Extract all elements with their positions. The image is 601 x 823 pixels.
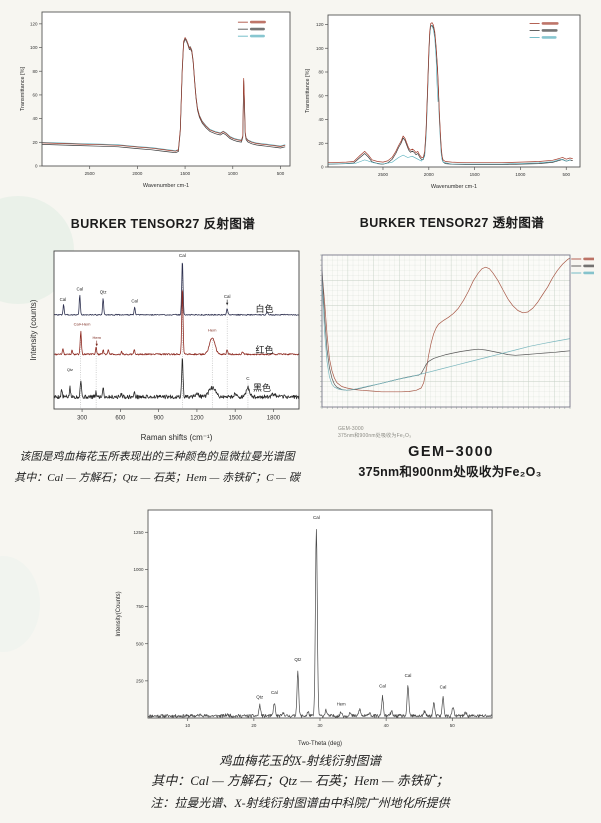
svg-text:1500: 1500 xyxy=(180,171,191,176)
svg-text:40: 40 xyxy=(318,117,324,122)
svg-text:C: C xyxy=(246,376,250,381)
svg-text:500: 500 xyxy=(136,641,144,646)
svg-text:Cal: Cal xyxy=(76,287,83,292)
svg-text:0: 0 xyxy=(321,165,324,170)
svg-text:Cal: Cal xyxy=(131,299,138,304)
svg-text:Wavenumber cm-1: Wavenumber cm-1 xyxy=(431,184,477,190)
svg-text:Wavenumber cm-1: Wavenumber cm-1 xyxy=(143,183,189,189)
svg-text:120: 120 xyxy=(316,22,324,27)
svg-text:Cal: Cal xyxy=(271,690,278,695)
svg-text:250: 250 xyxy=(136,678,144,683)
svg-text:80: 80 xyxy=(318,70,324,75)
svg-text:Transmittance [%]: Transmittance [%] xyxy=(305,68,311,113)
svg-text:Hem: Hem xyxy=(93,335,102,340)
gem3000-uvvis-chart xyxy=(320,254,594,409)
svg-text:2500: 2500 xyxy=(378,172,389,177)
svg-text:Cal: Cal xyxy=(60,297,67,302)
svg-text:20: 20 xyxy=(251,723,257,728)
svg-text:Transmittance [%]: Transmittance [%] xyxy=(20,66,26,111)
svg-text:40: 40 xyxy=(32,116,38,121)
svg-text:2500: 2500 xyxy=(85,171,96,176)
svg-text:2000: 2000 xyxy=(132,171,143,176)
ftir-reflectance-chart: 2500 2000 1500 1000 500 0 20 40 60 80 100 120 Wavenu… xyxy=(20,11,291,189)
svg-text:0: 0 xyxy=(35,164,38,169)
svg-text:Qtz: Qtz xyxy=(100,290,107,295)
ftir-transmission-chart: 2500 2000 1500 1000 500 0 20 40 60 80 100 120 Wavenu… xyxy=(305,14,581,190)
svg-text:Cal: Cal xyxy=(379,684,386,689)
xrd-caption-note: 注：拉曼光谱、X-射线衍射图谱由中科院广州地化所提供 xyxy=(150,796,450,810)
svg-text:Two-Theta (deg): Two-Theta (deg) xyxy=(298,741,342,747)
svg-text:500: 500 xyxy=(562,172,570,177)
svg-text:750: 750 xyxy=(136,604,144,609)
svg-text:Cal: Cal xyxy=(405,673,412,678)
svg-text:120: 120 xyxy=(30,21,38,26)
svg-text:100: 100 xyxy=(316,46,324,51)
raman-caption-line2: 其中：Cal — 方解石；Qtz — 石英；Hem — 赤铁矿；C — 碳 xyxy=(14,472,300,484)
svg-text:Hem: Hem xyxy=(337,701,346,706)
svg-text:30: 30 xyxy=(317,723,323,728)
svg-text:Qtz: Qtz xyxy=(256,695,264,700)
gem-caption-title: GEM−3000 xyxy=(408,444,494,460)
svg-text:300: 300 xyxy=(77,416,88,422)
svg-text:100: 100 xyxy=(30,45,38,50)
svg-text:1250: 1250 xyxy=(133,530,144,535)
svg-text:Intensity (counts): Intensity (counts) xyxy=(29,299,38,360)
svg-text:2000: 2000 xyxy=(424,172,435,177)
svg-text:60: 60 xyxy=(32,92,38,97)
svg-text:20: 20 xyxy=(318,141,324,146)
gem-caption-absorption: 375nm和900nm处吸收为Fe₂O₃ xyxy=(358,465,542,479)
xrd-caption-minerals: 其中：Cal — 方解石；Qtz — 石英；Hem — 赤铁矿； xyxy=(151,773,449,788)
svg-text:Intensity(Counts): Intensity(Counts) xyxy=(116,591,122,636)
svg-text:红色: 红色 xyxy=(256,344,274,355)
caption-ftir-transmit: BURKER TENSOR27 透射图谱 xyxy=(359,216,545,230)
svg-text:1000: 1000 xyxy=(133,567,144,572)
svg-text:50: 50 xyxy=(450,723,456,728)
raman-spectra-chart: 300 600 900 1200 1500 1800 Raman shifts (cm⁻¹)… xyxy=(29,250,300,442)
svg-text:1200: 1200 xyxy=(190,416,204,422)
scan-artifact-green-smudge xyxy=(0,556,40,652)
svg-text:80: 80 xyxy=(32,69,38,74)
svg-text:900: 900 xyxy=(154,416,165,422)
svg-text:1000: 1000 xyxy=(515,172,526,177)
svg-text:Cal: Cal xyxy=(179,253,186,258)
svg-text:500: 500 xyxy=(277,171,285,176)
svg-text:Cal: Cal xyxy=(224,294,231,299)
svg-text:Cal: Cal xyxy=(313,515,320,520)
svg-text:黑色: 黑色 xyxy=(253,382,271,393)
svg-text:20: 20 xyxy=(32,140,38,145)
svg-text:1500: 1500 xyxy=(470,172,481,177)
svg-text:1800: 1800 xyxy=(267,416,281,422)
raman-caption-line1: 该图是鸡血梅花玉所表现出的三种颜色的显微拉曼光谱图 xyxy=(19,451,295,463)
svg-text:Hem: Hem xyxy=(208,328,217,333)
svg-text:Cal+Hem: Cal+Hem xyxy=(74,321,91,326)
svg-text:10: 10 xyxy=(185,723,191,728)
svg-text:40: 40 xyxy=(384,723,390,728)
svg-text:Cal: Cal xyxy=(440,684,447,689)
svg-text:600: 600 xyxy=(115,416,126,422)
svg-text:Raman shifts (cm⁻¹): Raman shifts (cm⁻¹) xyxy=(141,433,213,442)
gem-small-caption-line1: GEM-3000 xyxy=(338,426,364,432)
svg-text:Qtz: Qtz xyxy=(67,367,73,372)
svg-text:白色: 白色 xyxy=(256,303,274,314)
caption-ftir-reflect: BURKER TENSOR27 反射图谱 xyxy=(70,217,256,231)
svg-text:1000: 1000 xyxy=(228,171,239,176)
svg-text:1500: 1500 xyxy=(229,416,243,422)
svg-text:Qtz: Qtz xyxy=(294,657,302,662)
gem-small-caption-line2: 375nm和900nm处吸收为Fe₂O₃ xyxy=(338,433,412,439)
xrd-caption-title: 鸡血梅花玉的X-射线衍射图谱 xyxy=(219,754,381,768)
xrd-pattern-chart: 10 20 30 40 50 250 500 750 1000 1250 Two-Theta (de… xyxy=(116,509,493,747)
svg-text:60: 60 xyxy=(318,93,324,98)
